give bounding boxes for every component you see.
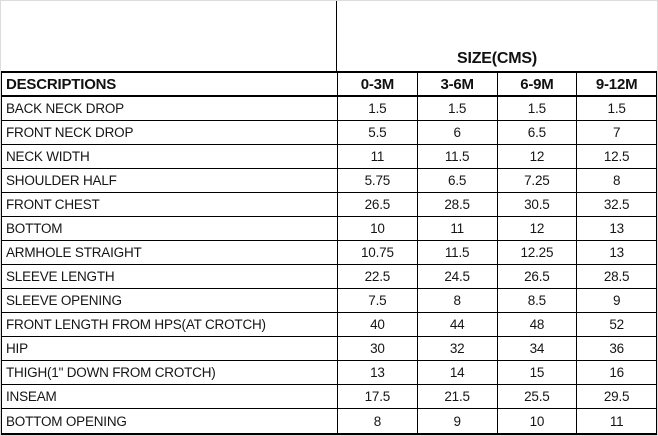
- row-label: INSEAM: [2, 385, 338, 409]
- cell-value: 1.5: [497, 97, 578, 121]
- cell-value: 6.5: [417, 169, 498, 193]
- cell-value: 52: [577, 313, 657, 337]
- cell-value: 7: [577, 121, 657, 145]
- cell-value: 24.5: [417, 265, 498, 289]
- cell-value: 1.5: [338, 97, 418, 121]
- row-label: FRONT NECK DROP: [2, 121, 338, 145]
- cell-value: 25.5: [497, 385, 578, 409]
- row-label: FRONT CHEST: [2, 193, 338, 217]
- cell-value: 30: [338, 337, 418, 361]
- cell-value: 8: [338, 409, 418, 433]
- column-header-size-6-9m: 6-9M: [497, 73, 578, 97]
- cell-value: 26.5: [338, 193, 418, 217]
- cell-value: 48: [497, 313, 578, 337]
- cell-value: 16: [577, 361, 657, 385]
- cell-value: 1.5: [417, 97, 498, 121]
- cell-value: 36: [577, 337, 657, 361]
- cell-value: 6: [417, 121, 498, 145]
- cell-value: 10.75: [338, 241, 418, 265]
- column-header-size-3-6m: 3-6M: [417, 73, 498, 97]
- cell-value: 5.5: [338, 121, 418, 145]
- cell-value: 1.5: [577, 97, 657, 121]
- row-label: ARMHOLE STRAIGHT: [2, 241, 338, 265]
- cell-value: 10: [338, 217, 418, 241]
- column-header-descriptions: DESCRIPTIONS: [2, 73, 338, 97]
- row-label: BACK NECK DROP: [2, 97, 338, 121]
- size-header-band: SIZE(CMS): [1, 1, 657, 71]
- cell-value: 12: [497, 145, 578, 169]
- cell-value: 32: [417, 337, 498, 361]
- cell-value: 30.5: [497, 193, 578, 217]
- cell-value: 14: [417, 361, 498, 385]
- cell-value: 8: [417, 289, 498, 313]
- cell-value: 21.5: [417, 385, 498, 409]
- cell-value: 6.5: [497, 121, 578, 145]
- cell-value: 22.5: [338, 265, 418, 289]
- cell-value: 11.5: [417, 241, 498, 265]
- cell-value: 12: [497, 217, 578, 241]
- cell-value: 17.5: [338, 385, 418, 409]
- cell-value: 9: [577, 289, 657, 313]
- row-label: FRONT LENGTH FROM HPS(AT CROTCH): [2, 313, 338, 337]
- row-label: SLEEVE LENGTH: [2, 265, 338, 289]
- row-label: HIP: [2, 337, 338, 361]
- column-header-size-9-12m: 9-12M: [577, 73, 657, 97]
- size-group-header: SIZE(CMS): [457, 50, 537, 67]
- cell-value: 13: [577, 217, 657, 241]
- cell-value: 12.25: [497, 241, 578, 265]
- cell-value: 29.5: [577, 385, 657, 409]
- cell-value: 12.5: [577, 145, 657, 169]
- cell-value: 8.5: [497, 289, 578, 313]
- cell-value: 26.5: [497, 265, 578, 289]
- row-label: THIGH(1" DOWN FROM CROTCH): [2, 361, 338, 385]
- cell-value: 11: [338, 145, 418, 169]
- cell-value: 32.5: [577, 193, 657, 217]
- cell-value: 13: [338, 361, 418, 385]
- cell-value: 15: [497, 361, 578, 385]
- cell-value: 44: [417, 313, 498, 337]
- row-label: SHOULDER HALF: [2, 169, 338, 193]
- row-label: NECK WIDTH: [2, 145, 338, 169]
- cell-value: 28.5: [417, 193, 498, 217]
- cell-value: 13: [577, 241, 657, 265]
- cell-value: 11.5: [417, 145, 498, 169]
- size-group-header-cell: SIZE(CMS): [337, 1, 657, 71]
- cell-value: 28.5: [577, 265, 657, 289]
- cell-value: 11: [417, 217, 498, 241]
- cell-value: 5.75: [338, 169, 418, 193]
- top-left-empty-cell: [1, 1, 337, 71]
- cell-value: 34: [497, 337, 578, 361]
- cell-value: 7.25: [497, 169, 578, 193]
- row-label: SLEEVE OPENING: [2, 289, 338, 313]
- cell-value: 9: [417, 409, 498, 433]
- cell-value: 8: [577, 169, 657, 193]
- column-header-size-0-3m: 0-3M: [338, 73, 418, 97]
- cell-value: 7.5: [338, 289, 418, 313]
- row-label: BOTTOM: [2, 217, 338, 241]
- measurement-table: DESCRIPTIONS 0-3M 3-6M 6-9M 9-12M BACK N…: [1, 71, 657, 435]
- cell-value: 11: [577, 409, 657, 433]
- cell-value: 40: [338, 313, 418, 337]
- cell-value: 10: [497, 409, 578, 433]
- row-label: BOTTOM OPENING: [2, 409, 338, 433]
